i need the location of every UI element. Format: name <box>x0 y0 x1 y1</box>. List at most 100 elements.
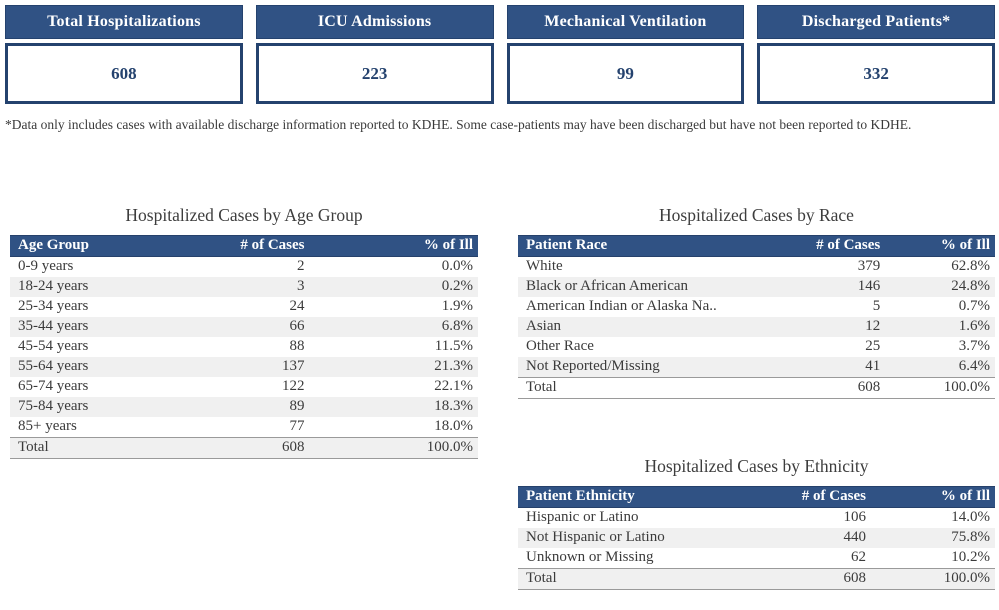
table-row: 35-44 years 66 6.8% <box>10 317 478 338</box>
table-cell: Unknown or Missing <box>526 549 654 566</box>
table-cell: 21.3% <box>309 357 478 378</box>
table-cell: Not Hispanic or Latino <box>518 528 757 549</box>
table-cell: 24.8% <box>885 277 995 298</box>
table-row: 85+ years 77 18.0% <box>10 417 478 438</box>
table-cell: 88 <box>289 338 305 355</box>
table-cell: 22.1% <box>434 378 473 395</box>
ethnicity-section: Hospitalized Cases by Ethnicity Patient … <box>518 456 995 591</box>
age-group-table: Age Group # of Cases % of Ill 0-9 years 2… <box>10 235 478 460</box>
ethnicity-table: Patient Ethnicity # of Cases % of Ill Hi… <box>518 486 995 591</box>
table-cell: 62 <box>850 549 866 566</box>
table-row: 45-54 years 88 11.5% <box>10 337 478 357</box>
table-cell: Total <box>10 437 198 460</box>
kpi-cards-row: Total Hospitalizations 608 ICU Admission… <box>0 0 999 104</box>
table-row: Not Hispanic or Latino 440 75.8% <box>518 528 995 549</box>
table-cell: 66 <box>197 317 310 338</box>
table-cell: 77 <box>289 418 305 435</box>
table-row: 25-34 years 24 1.9% <box>10 297 478 317</box>
table-cell: 14.0% <box>951 509 990 526</box>
table-row: Black or African American 146 24.8% <box>518 277 995 298</box>
race-table: Patient Race # of Cases % of Ill White 37… <box>518 235 995 400</box>
kpi-card-value: 99 <box>506 43 745 104</box>
total-row: Total 608 100.0% <box>518 568 995 591</box>
age-group-section: Hospitalized Cases by Age Group Age Grou… <box>10 205 478 460</box>
table-cell: 65-74 years <box>18 378 89 395</box>
table-cell: 608 <box>756 568 871 591</box>
table-cell: 6.8% <box>309 317 478 338</box>
table-cell: 11.5% <box>434 338 473 355</box>
table-cell: 137 <box>197 357 310 378</box>
table-cell: Not Reported/Missing <box>518 357 781 378</box>
table-cell: 6.4% <box>885 357 995 378</box>
table-cell: 3.7% <box>958 338 990 355</box>
kpi-card-value: 332 <box>757 43 995 104</box>
table-row: 55-64 years 137 21.3% <box>10 357 478 378</box>
table-cell: 75-84 years <box>10 397 198 418</box>
table-cell: 18.3% <box>309 397 478 418</box>
table-cell: 55-64 years <box>10 357 198 378</box>
table-row: American Indian or Alaska Na.. 5 0.7% <box>518 297 995 317</box>
table-cell: 608 <box>780 377 886 400</box>
table-cell: 122 <box>282 378 305 395</box>
table-cell: 379 <box>857 258 881 275</box>
table-cell: 146 <box>780 277 886 298</box>
total-row: Total 608 100.0% <box>10 437 478 460</box>
table-cell: 100.0% <box>870 568 995 591</box>
ethnicity-table-title: Hospitalized Cases by Ethnicity <box>644 456 869 477</box>
table-cell: 62.8% <box>951 258 990 275</box>
table-cell: 85+ years <box>18 418 77 435</box>
table-cell: 0.2% <box>309 277 478 298</box>
kpi-card-icu-admissions: ICU Admissions 223 <box>255 5 494 104</box>
table-header-row: Patient Race # of Cases % of Ill <box>518 235 995 258</box>
table-cell: Other Race <box>526 338 594 355</box>
total-row: Total 608 100.0% <box>518 377 995 400</box>
table-cell: 75.8% <box>870 528 995 549</box>
column-header: # of Cases <box>197 235 310 258</box>
table-cell: 0.7% <box>958 298 990 315</box>
table-cell: 1.6% <box>885 317 995 338</box>
table-row: 18-24 years 3 0.2% <box>10 277 478 298</box>
column-header: # of Cases <box>756 486 871 509</box>
table-row: Asian 12 1.6% <box>518 317 995 338</box>
table-cell: Hispanic or Latino <box>526 509 639 526</box>
kpi-card-mechanical-ventilation: Mechanical Ventilation 99 <box>506 5 745 104</box>
table-row: Hispanic or Latino 106 14.0% <box>518 508 995 529</box>
table-cell: 3 <box>197 277 310 298</box>
kpi-card-value: 223 <box>255 43 494 104</box>
table-cell: 25 <box>865 338 881 355</box>
table-cell: 106 <box>843 509 866 526</box>
column-header: # of Cases <box>780 235 886 258</box>
table-cell: 12 <box>780 317 886 338</box>
table-cell: Asian <box>518 317 781 338</box>
table-cell: 5 <box>872 298 881 315</box>
table-row: White 379 62.8% <box>518 257 995 278</box>
table-row: Other Race 25 3.7% <box>518 337 995 357</box>
table-cell: 2 <box>297 258 305 275</box>
table-cell: Black or African American <box>518 277 781 298</box>
kpi-card-discharged-patients: Discharged Patients* 332 <box>757 5 995 104</box>
column-header: Patient Ethnicity <box>518 486 757 509</box>
table-cell: 0-9 years <box>18 258 74 275</box>
table-cell: Total <box>518 568 757 591</box>
kpi-card-title: Discharged Patients* <box>757 5 995 39</box>
table-cell: 100.0% <box>309 437 478 460</box>
race-table-title: Hospitalized Cases by Race <box>659 205 854 226</box>
kpi-card-value: 608 <box>5 43 243 104</box>
table-row: 75-84 years 89 18.3% <box>10 397 478 418</box>
age-table-title: Hospitalized Cases by Age Group <box>125 205 363 226</box>
column-header: % of Ill <box>870 486 995 509</box>
race-ethnicity-column: Hospitalized Cases by Race Patient Race … <box>518 205 995 591</box>
table-cell: 24 <box>289 298 305 315</box>
table-cell: 25-34 years <box>18 298 89 315</box>
kpi-card-title: Total Hospitalizations <box>5 5 243 39</box>
table-cell: 45-54 years <box>18 338 89 355</box>
table-cell: 18-24 years <box>10 277 198 298</box>
table-header-row: Patient Ethnicity # of Cases % of Ill <box>518 486 995 509</box>
table-row: 0-9 years 2 0.0% <box>10 257 478 278</box>
tables-area: Hospitalized Cases by Age Group Age Grou… <box>0 205 999 591</box>
column-header: Patient Race <box>518 235 781 258</box>
kpi-card-title: ICU Admissions <box>255 5 494 39</box>
table-cell: 41 <box>780 357 886 378</box>
table-cell: 1.9% <box>441 298 473 315</box>
table-row: Unknown or Missing 62 10.2% <box>518 548 995 569</box>
